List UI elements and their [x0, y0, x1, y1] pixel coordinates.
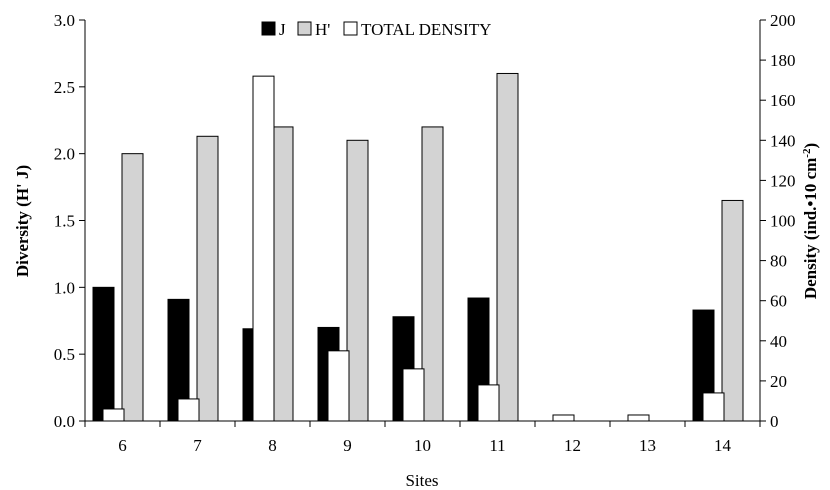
legend-label: J	[279, 20, 286, 39]
legend: J H' TOTAL DENSITY	[261, 20, 491, 39]
y-right-tick-label: 200	[770, 11, 796, 30]
bar-total-density	[177, 398, 200, 422]
bar-h-prime	[121, 153, 144, 422]
y-left-tick-label: 3.0	[54, 11, 75, 30]
y-axis-right-title-exponent: -2	[801, 148, 813, 158]
y-right-tick-label: 0	[770, 412, 779, 431]
legend-label: H'	[315, 20, 330, 39]
bar-h-prime	[721, 199, 744, 422]
bar-j	[92, 286, 115, 422]
x-tick-label: 9	[343, 436, 352, 455]
bar-h-prime	[421, 126, 444, 422]
y-right-tick-label: 120	[770, 171, 796, 190]
y-right-tick-label: 40	[770, 332, 787, 351]
y-right-tick-label: 60	[770, 292, 787, 311]
bar-h-prime	[271, 126, 294, 422]
y-left-tick-label: 1.0	[54, 278, 75, 297]
y-left-tick-label: 2.5	[54, 78, 75, 97]
x-tick-label: 14	[714, 436, 732, 455]
x-axis-title: Sites	[405, 471, 438, 490]
y-axis-right-title: Density (ind.•10 cm-2)	[801, 143, 820, 299]
y-right-tick-label: 80	[770, 252, 787, 271]
bar-h-prime	[496, 72, 519, 422]
x-tick-label: 7	[193, 436, 202, 455]
y-axis-left-title: Diversity (H' J)	[13, 165, 32, 277]
y-right-tick-label: 180	[770, 51, 796, 70]
bar-total-density	[552, 414, 575, 422]
plot-area	[92, 72, 744, 422]
y-right-tick-label: 20	[770, 372, 787, 391]
bar-total-density	[477, 384, 500, 422]
legend-swatch	[261, 21, 276, 36]
x-tick-label: 12	[564, 436, 581, 455]
bar-total-density	[627, 414, 650, 422]
bar-total-density	[102, 408, 125, 422]
axes: 0.0 0.5 1.0 1.5 2.0 2.5 3.0 0 20 40 60 80 100 120 140 1…	[54, 11, 796, 455]
bar-h-prime	[196, 135, 219, 422]
legend-label: TOTAL DENSITY	[361, 20, 491, 39]
x-tick-label: 13	[639, 436, 656, 455]
legend-swatch	[297, 21, 312, 36]
y-left-tick-label: 2.0	[54, 145, 75, 164]
y-right-tick-label: 140	[770, 131, 796, 150]
y-left-tick-label: 0.5	[54, 345, 75, 364]
x-tick-label: 8	[268, 436, 277, 455]
bar-h-prime	[346, 139, 369, 422]
bar-total-density	[402, 368, 425, 422]
legend-swatch	[343, 21, 358, 36]
y-axis-right-title-close: )	[801, 143, 820, 149]
x-tick-label: 6	[118, 436, 127, 455]
bar-total-density	[327, 350, 350, 422]
bar-total-density	[702, 392, 725, 422]
x-tick-label: 10	[414, 436, 431, 455]
y-axis-right-title-main: Density (ind.•10 cm	[801, 158, 820, 299]
x-tick-label: 11	[489, 436, 505, 455]
y-right-tick-label: 160	[770, 91, 796, 110]
bar-total-density	[252, 75, 275, 422]
y-left-tick-label: 1.5	[54, 212, 75, 231]
y-left-tick-label: 0.0	[54, 412, 75, 431]
y-right-tick-label: 100	[770, 212, 796, 231]
